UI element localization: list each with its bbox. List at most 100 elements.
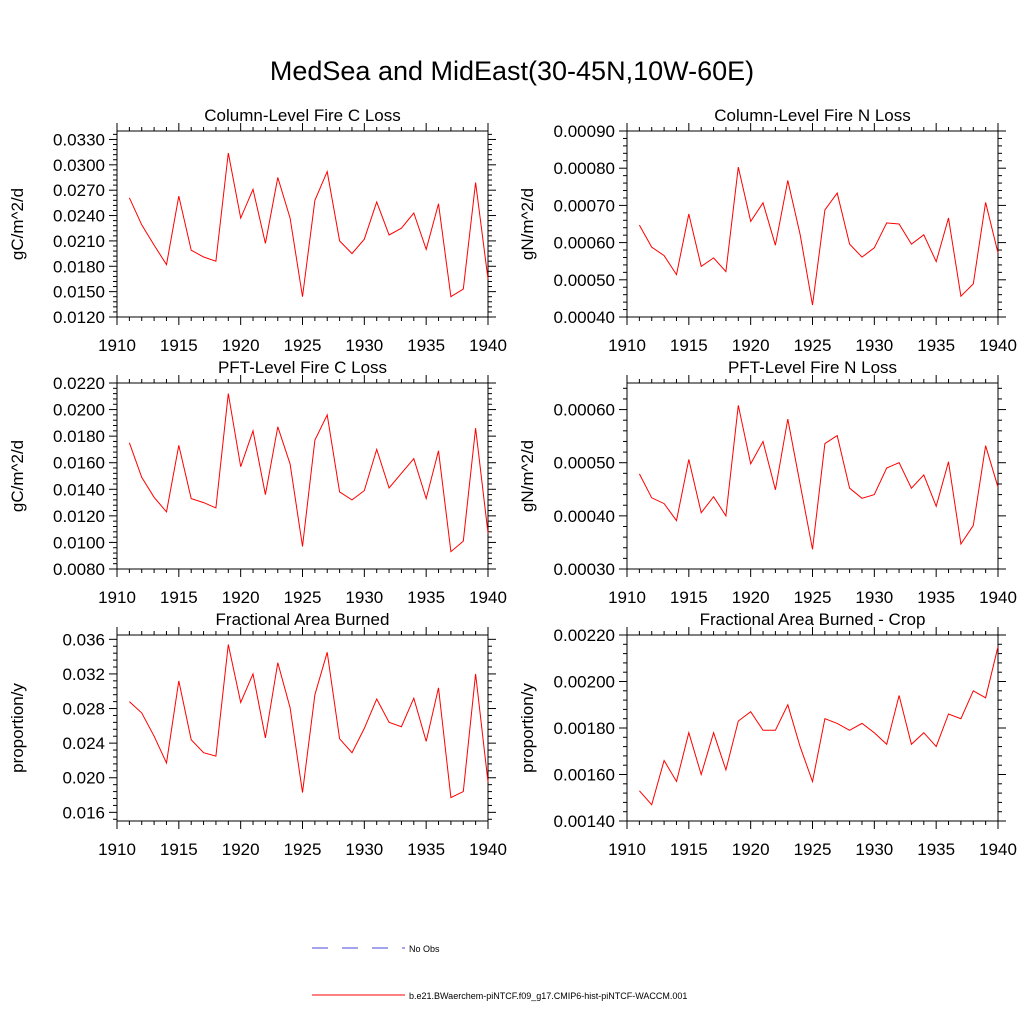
panel-column-fire-n: Column-Level Fire N Loss gN/m^2/d 1910 1915… (518, 106, 1017, 355)
y-tick-label: 0.0300 (53, 156, 105, 175)
series-points (639, 646, 999, 805)
series-line (638, 166, 999, 306)
x-tick-label: 1940 (979, 840, 1017, 859)
series-line (128, 152, 489, 298)
x-tick-label: 1940 (979, 336, 1017, 355)
x-tick-label: 1920 (732, 588, 770, 607)
x-tick-label: 1925 (284, 336, 322, 355)
x-tick-label: 1930 (345, 336, 383, 355)
series-points (129, 152, 489, 297)
x-tick-label: 1935 (917, 840, 955, 859)
y-tick-label: 0.0220 (53, 374, 105, 393)
y-axis-label: gN/m^2/d (518, 440, 537, 512)
x-tick-label: 1940 (469, 840, 507, 859)
y-tick-label: 0.036 (62, 630, 105, 649)
x-tick-label: 1925 (284, 840, 322, 859)
x-tick-label: 1910 (608, 588, 646, 607)
panel-fractional-area-burned-crop: Fractional Area Burned - Crop proportion/… (518, 610, 1017, 859)
series-line (128, 393, 489, 553)
panel-title: PFT-Level Fire N Loss (728, 358, 897, 377)
x-tick-label: 1925 (794, 588, 832, 607)
panel-title: Column-Level Fire C Loss (204, 106, 401, 125)
legend: No Obs b.e21.BWaerchem-piNTCF.f09_g17.CM… (312, 944, 687, 1001)
x-tick-label: 1930 (345, 840, 383, 859)
x-tick-label: 1920 (732, 336, 770, 355)
series-points (129, 644, 489, 798)
series-line (638, 405, 999, 550)
x-tick-label: 1925 (794, 336, 832, 355)
x-tick-label: 1930 (855, 336, 893, 355)
series-points (639, 167, 999, 306)
y-tick-label: 0.00030 (554, 560, 615, 579)
y-tick-label: 0.00180 (554, 719, 615, 738)
y-tick-label: 0.0240 (53, 207, 105, 226)
plot-frame (626, 382, 999, 570)
x-tick-label: 1920 (222, 588, 260, 607)
y-tick-label: 0.00220 (554, 626, 615, 645)
y-tick-label: 0.00060 (554, 234, 615, 253)
y-axis-label: proportion/y (518, 683, 537, 773)
y-tick-label: 0.0180 (53, 427, 105, 446)
x-tick-label: 1910 (98, 588, 136, 607)
x-tick-label: 1940 (979, 588, 1017, 607)
y-tick-label: 0.0120 (53, 308, 105, 327)
y-axis-label: gC/m^2/d (8, 440, 27, 512)
series-line (639, 646, 999, 806)
plot-frame (116, 634, 489, 822)
plot-frame (116, 130, 489, 318)
x-tick-label: 1940 (469, 336, 507, 355)
panel-title: Fractional Area Burned - Crop (700, 610, 926, 629)
legend-series-label: b.e21.BWaerchem-piNTCF.f09_g17.CMIP6-his… (409, 991, 687, 1001)
x-tick-label: 1915 (670, 840, 708, 859)
panel-column-fire-c: Column-Level Fire C Loss gC/m^2/d 1910 1915… (8, 106, 507, 355)
x-tick-label: 1915 (160, 588, 198, 607)
panel-title: Fractional Area Burned (216, 610, 390, 629)
y-tick-label: 0.016 (62, 803, 105, 822)
y-tick-label: 0.00160 (554, 766, 615, 785)
x-tick-label: 1910 (98, 840, 136, 859)
series-points (639, 405, 999, 550)
x-tick-label: 1920 (732, 840, 770, 859)
x-tick-label: 1910 (608, 840, 646, 859)
y-tick-label: 0.028 (62, 700, 105, 719)
series-points (129, 393, 489, 552)
x-tick-label: 1935 (407, 336, 445, 355)
y-tick-label: 0.00060 (554, 401, 615, 420)
y-tick-label: 0.020 (62, 769, 105, 788)
x-tick-label: 1940 (469, 588, 507, 607)
y-tick-label: 0.0140 (53, 480, 105, 499)
x-tick-label: 1910 (98, 336, 136, 355)
series-line (129, 644, 489, 799)
panel-fractional-area-burned: Fractional Area Burned proportion/y 1910 19… (8, 610, 507, 859)
y-tick-label: 0.0120 (53, 507, 105, 526)
x-tick-label: 1930 (855, 588, 893, 607)
x-tick-label: 1930 (345, 588, 383, 607)
panel-pft-fire-n: PFT-Level Fire N Loss gN/m^2/d 1910 1915 192… (518, 358, 1017, 607)
x-tick-label: 1930 (855, 840, 893, 859)
x-tick-label: 1915 (670, 336, 708, 355)
y-tick-label: 0.0270 (53, 181, 105, 200)
x-tick-label: 1935 (917, 336, 955, 355)
y-tick-label: 0.00200 (554, 673, 615, 692)
y-tick-label: 0.0160 (53, 454, 105, 473)
panel-title: PFT-Level Fire C Loss (218, 358, 387, 377)
y-tick-label: 0.0150 (53, 283, 105, 302)
x-tick-label: 1935 (917, 588, 955, 607)
plot-frame (626, 130, 999, 318)
x-tick-label: 1915 (670, 588, 708, 607)
y-tick-label: 0.024 (62, 734, 105, 753)
y-tick-label: 0.032 (62, 665, 105, 684)
y-tick-label: 0.00050 (554, 454, 615, 473)
y-tick-label: 0.0080 (53, 560, 105, 579)
x-tick-label: 1920 (222, 336, 260, 355)
y-tick-label: 0.00140 (554, 812, 615, 831)
y-axis-label: gN/m^2/d (518, 188, 537, 260)
y-tick-label: 0.00080 (554, 159, 615, 178)
x-tick-label: 1915 (160, 840, 198, 859)
y-tick-label: 0.00070 (554, 196, 615, 215)
x-tick-label: 1915 (160, 336, 198, 355)
y-tick-label: 0.0200 (53, 401, 105, 420)
y-tick-label: 0.00090 (554, 122, 615, 141)
x-tick-label: 1935 (407, 840, 445, 859)
